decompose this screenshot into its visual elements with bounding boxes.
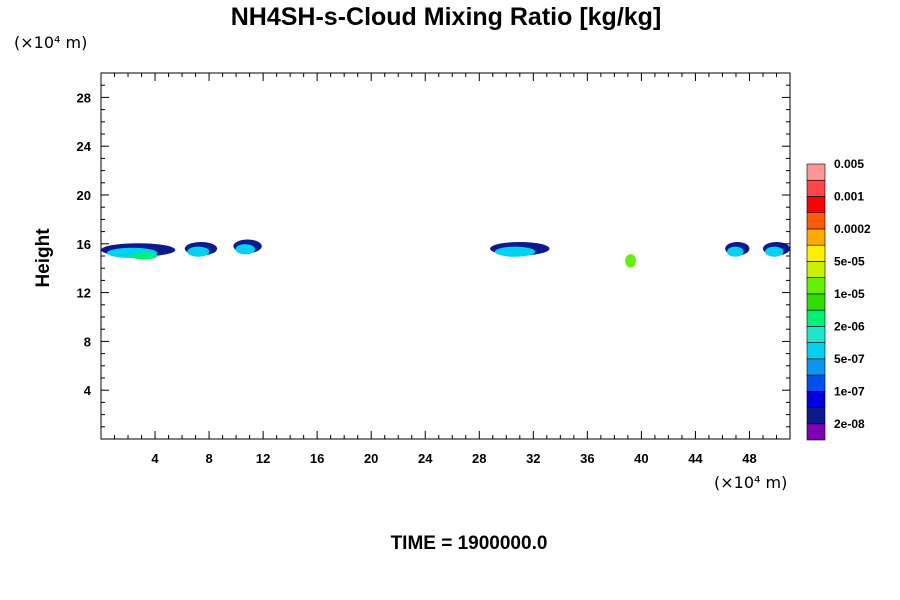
colorbar-label: 2e-06 (834, 319, 865, 333)
colorbar-swatch (806, 244, 826, 262)
colorbar-label: 5e-05 (834, 254, 865, 268)
cloud-region (490, 241, 550, 257)
y-tick-label: 16 (77, 237, 91, 252)
colorbar-swatch (806, 179, 826, 197)
colorbar-label: 2e-08 (834, 417, 865, 431)
y-tick-label: 20 (77, 188, 91, 203)
cloud-contour (727, 246, 744, 257)
cloud-contour (625, 254, 636, 268)
colorbar-swatch (806, 326, 826, 343)
colorbar-label: 1e-05 (834, 287, 865, 301)
colorbar-swatch (806, 423, 826, 441)
x-axis: 4 8 12 16 20 24 28 32 36 40 44 48 (114, 73, 777, 466)
cloud-contour (130, 252, 158, 260)
plot-frame (100, 72, 791, 440)
cloud-region (762, 241, 790, 257)
x-tick-label: 32 (526, 451, 540, 466)
colorbar-swatch (806, 390, 826, 408)
x-tick-label: 20 (364, 451, 378, 466)
cloud-contour (235, 244, 255, 255)
x-tick-label: 40 (634, 451, 648, 466)
y-tick-label: 24 (77, 139, 92, 154)
y-tick-label: 8 (84, 334, 91, 349)
cloud-region (233, 239, 262, 255)
cloud-region (101, 243, 176, 260)
y-unit-label: (×10⁴ m) (14, 33, 87, 52)
colorbar-swatch (806, 342, 826, 360)
colorbar: 2e-08 1e-07 5e-07 2e-06 1e-05 5e-05 0.0002 0.00… (806, 157, 871, 441)
x-unit-label: (×10⁴ m) (714, 473, 787, 492)
colorbar-swatch (806, 309, 826, 327)
y-tick-label: 28 (77, 90, 91, 105)
x-tick-label: 24 (418, 451, 433, 466)
colorbar-swatch (806, 228, 826, 246)
cloud-region (725, 241, 750, 257)
colorbar-label: 0.001 (834, 189, 864, 203)
cloud-contour-layer (101, 239, 790, 268)
colorbar-label: 1e-07 (834, 384, 865, 398)
colorbar-label: 0.005 (834, 157, 864, 171)
x-tick-label: 44 (688, 451, 703, 466)
x-tick-label: 16 (310, 451, 324, 466)
colorbar-swatch (806, 358, 826, 376)
colorbar-swatch (806, 277, 826, 295)
y-tick-label: 4 (84, 383, 92, 398)
x-tick-label: 8 (205, 451, 212, 466)
x-tick-label: 4 (151, 451, 159, 466)
time-annotation: TIME = 1900000.0 (391, 533, 548, 554)
colorbar-swatch (806, 163, 826, 181)
colorbar-swatch (806, 407, 826, 425)
colorbar-swatch (806, 212, 826, 230)
colorbar-label: 5e-07 (834, 352, 865, 366)
y-axis: 4 8 12 16 20 24 28 (77, 84, 790, 428)
y-axis-label: Height (33, 228, 54, 288)
cloud-region (625, 254, 636, 268)
x-tick-label: 36 (580, 451, 594, 466)
cloud-contour (765, 246, 784, 257)
colorbar-swatch (806, 374, 826, 392)
x-tick-label: 28 (472, 451, 486, 466)
x-tick-label: 48 (742, 451, 756, 466)
y-tick-label: 12 (77, 286, 91, 301)
cloud-contour (187, 246, 210, 257)
colorbar-swatch (806, 293, 826, 311)
colorbar-swatch (806, 261, 826, 278)
cloud-contour (494, 246, 536, 257)
cloud-region (184, 241, 218, 257)
colorbar-label: 0.0002 (834, 222, 871, 236)
colorbar-swatch (806, 196, 826, 214)
x-tick-label: 12 (256, 451, 270, 466)
chart-title: NH4SH-s-Cloud Mixing Ratio [kg/kg] (231, 3, 662, 31)
